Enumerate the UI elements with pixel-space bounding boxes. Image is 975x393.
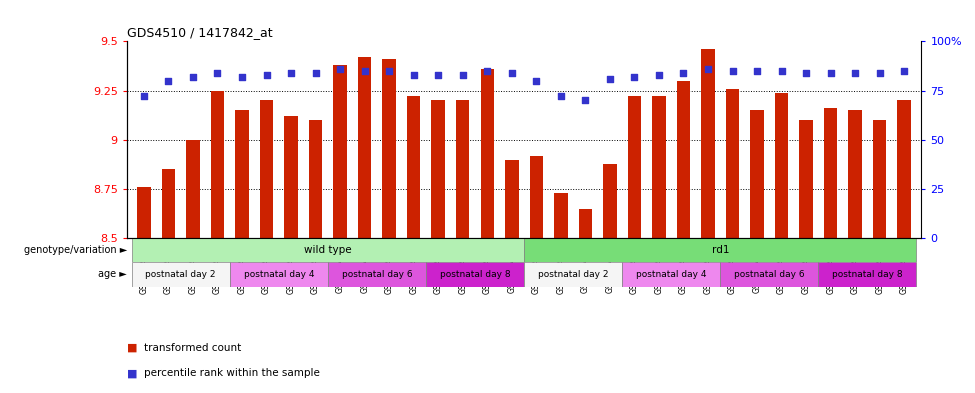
- Bar: [701, 49, 715, 239]
- Text: ■: ■: [127, 368, 137, 378]
- Bar: [285, 116, 297, 239]
- Text: transformed count: transformed count: [144, 343, 242, 353]
- Point: [603, 75, 618, 82]
- Bar: [137, 187, 151, 239]
- Point: [799, 70, 814, 76]
- Bar: [132, 239, 525, 262]
- Text: postnatal day 2: postnatal day 2: [538, 270, 608, 279]
- Bar: [622, 262, 721, 287]
- Point: [847, 70, 863, 76]
- Point: [210, 70, 225, 76]
- Point: [308, 70, 324, 76]
- Point: [455, 72, 471, 78]
- Bar: [132, 262, 230, 287]
- Bar: [525, 239, 916, 262]
- Text: ■: ■: [127, 343, 137, 353]
- Bar: [721, 262, 818, 287]
- Text: postnatal day 4: postnatal day 4: [244, 270, 314, 279]
- Text: postnatal day 4: postnatal day 4: [636, 270, 707, 279]
- Point: [700, 66, 716, 72]
- Bar: [432, 101, 445, 239]
- Bar: [358, 57, 371, 239]
- Bar: [309, 120, 323, 239]
- Bar: [578, 209, 592, 239]
- Point: [480, 68, 495, 74]
- Text: postnatal day 8: postnatal day 8: [440, 270, 510, 279]
- Point: [823, 70, 838, 76]
- Bar: [481, 69, 494, 239]
- Point: [430, 72, 446, 78]
- Text: GDS4510 / 1417842_at: GDS4510 / 1417842_at: [127, 26, 272, 39]
- Bar: [382, 59, 396, 239]
- Point: [724, 68, 740, 74]
- Bar: [873, 120, 886, 239]
- Point: [357, 68, 372, 74]
- Point: [161, 77, 176, 84]
- Bar: [897, 101, 911, 239]
- Bar: [230, 262, 328, 287]
- Text: rd1: rd1: [712, 245, 729, 255]
- Bar: [525, 262, 622, 287]
- Bar: [725, 88, 739, 239]
- Bar: [554, 193, 567, 239]
- Bar: [456, 101, 470, 239]
- Text: postnatal day 6: postnatal day 6: [734, 270, 804, 279]
- Point: [676, 70, 691, 76]
- Bar: [505, 160, 519, 239]
- Bar: [426, 262, 525, 287]
- Bar: [652, 97, 666, 239]
- Text: age ►: age ►: [98, 269, 127, 279]
- Bar: [211, 90, 224, 239]
- Text: postnatal day 6: postnatal day 6: [341, 270, 412, 279]
- Point: [577, 97, 593, 104]
- Point: [872, 70, 887, 76]
- Point: [136, 94, 152, 100]
- Text: percentile rank within the sample: percentile rank within the sample: [144, 368, 320, 378]
- Bar: [162, 169, 175, 239]
- Point: [284, 70, 299, 76]
- Bar: [800, 120, 813, 239]
- Point: [381, 68, 397, 74]
- Point: [553, 94, 568, 100]
- Point: [627, 73, 643, 80]
- Bar: [775, 92, 789, 239]
- Text: postnatal day 8: postnatal day 8: [832, 270, 903, 279]
- Text: wild type: wild type: [304, 245, 352, 255]
- Point: [528, 77, 544, 84]
- Bar: [407, 97, 420, 239]
- Point: [774, 68, 790, 74]
- Bar: [604, 163, 616, 239]
- Bar: [677, 81, 690, 239]
- Bar: [824, 108, 838, 239]
- Bar: [259, 101, 273, 239]
- Point: [504, 70, 520, 76]
- Point: [185, 73, 201, 80]
- Point: [258, 72, 274, 78]
- Text: genotype/variation ►: genotype/variation ►: [23, 245, 127, 255]
- Bar: [818, 262, 916, 287]
- Point: [332, 66, 348, 72]
- Bar: [333, 65, 347, 239]
- Point: [651, 72, 667, 78]
- Point: [896, 68, 912, 74]
- Text: postnatal day 2: postnatal day 2: [145, 270, 215, 279]
- Point: [749, 68, 764, 74]
- Bar: [751, 110, 763, 239]
- Point: [406, 72, 421, 78]
- Bar: [529, 156, 543, 239]
- Bar: [628, 97, 642, 239]
- Bar: [328, 262, 426, 287]
- Bar: [848, 110, 862, 239]
- Bar: [235, 110, 249, 239]
- Bar: [186, 140, 200, 239]
- Point: [234, 73, 250, 80]
